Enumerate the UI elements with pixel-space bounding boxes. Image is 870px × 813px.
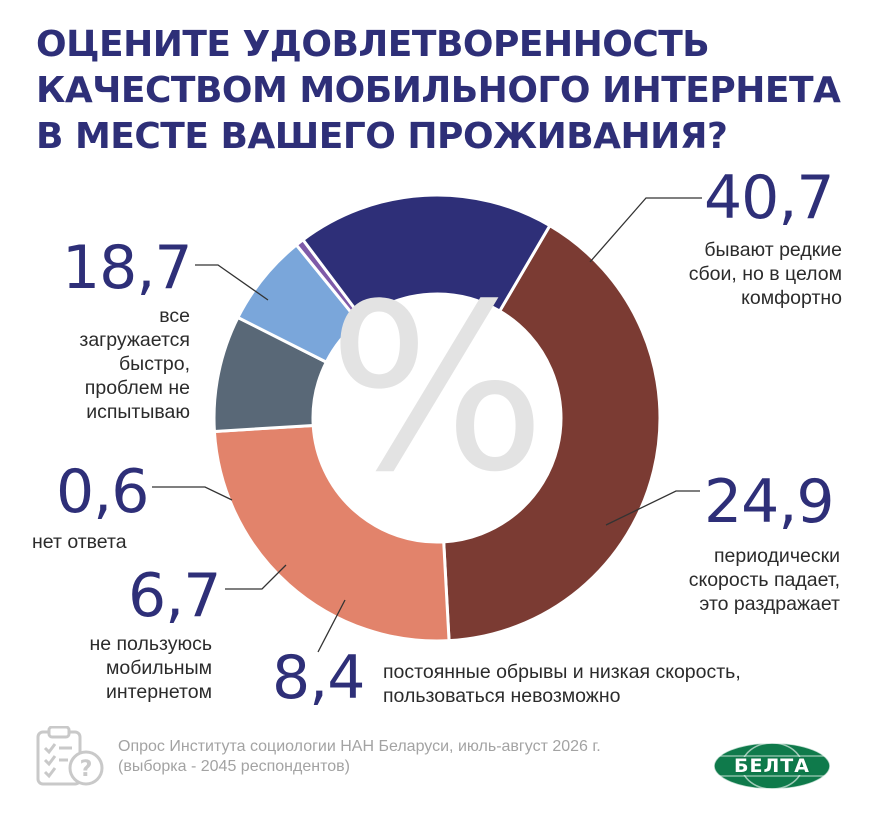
- source-note: Опрос Института социологии НАН Беларуси,…: [118, 738, 601, 775]
- slice-40-7: [442, 224, 662, 643]
- page-title: ОЦЕНИТЕ УДОВЛЕТВОРЕННОСТЬ КАЧЕСТВОМ МОБИ…: [36, 22, 856, 160]
- leader-line-24-9: [605, 490, 700, 526]
- leader-line-18-7: [195, 264, 269, 301]
- value-label-6-7: 6,7: [128, 561, 221, 631]
- leader-line-6-7: [225, 564, 287, 590]
- slice-label-6-7: не пользуюсь мобильным интернетом: [89, 633, 212, 703]
- value-label-0-6: 0,6: [56, 457, 149, 527]
- value-label-8-4: 8,4: [272, 643, 365, 713]
- slice-label-18-7: все загружается быстро, проблем не испыт…: [79, 305, 190, 423]
- slice-label-24-9: периодически скорость падает, это раздра…: [688, 545, 840, 615]
- belta-logo: БЕЛТА: [712, 742, 832, 790]
- clipboard-question-icon: ?: [36, 726, 104, 786]
- value-label-18-7: 18,7: [62, 233, 193, 303]
- value-label-24-9: 24,9: [704, 467, 835, 537]
- leader-line-40-7: [589, 197, 702, 263]
- leader-line-8-4: [317, 599, 346, 653]
- title-line-2: КАЧЕСТВОМ МОБИЛЬНОГО ИНТЕРНЕТА: [36, 70, 841, 111]
- slice-label-8-4: постоянные обрывы и низкая скорость, пол…: [383, 661, 741, 707]
- title-line-1: ОЦЕНИТЕ УДОВЛЕТВОРЕННОСТЬ: [36, 24, 710, 65]
- slice-24-9: [212, 423, 451, 643]
- chart-slices: [212, 193, 662, 643]
- title-line-3: В МЕСТЕ ВАШЕГО ПРОЖИВАНИЯ?: [36, 116, 728, 157]
- globe-logo-icon: [713, 742, 831, 790]
- leader-line-0-6: [152, 486, 233, 501]
- slice-label-40-7: бывают редкие сбои, но в целом комфортно: [688, 239, 842, 309]
- slice-label-0-6: нет ответа: [32, 531, 127, 553]
- svg-text:?: ?: [80, 757, 93, 782]
- leader-lines: [152, 197, 702, 653]
- center-percent-symbol: %: [328, 256, 547, 523]
- logo-text: БЕЛТА: [734, 755, 810, 777]
- slice-18-7: [301, 193, 552, 321]
- value-label-40-7: 40,7: [704, 163, 835, 233]
